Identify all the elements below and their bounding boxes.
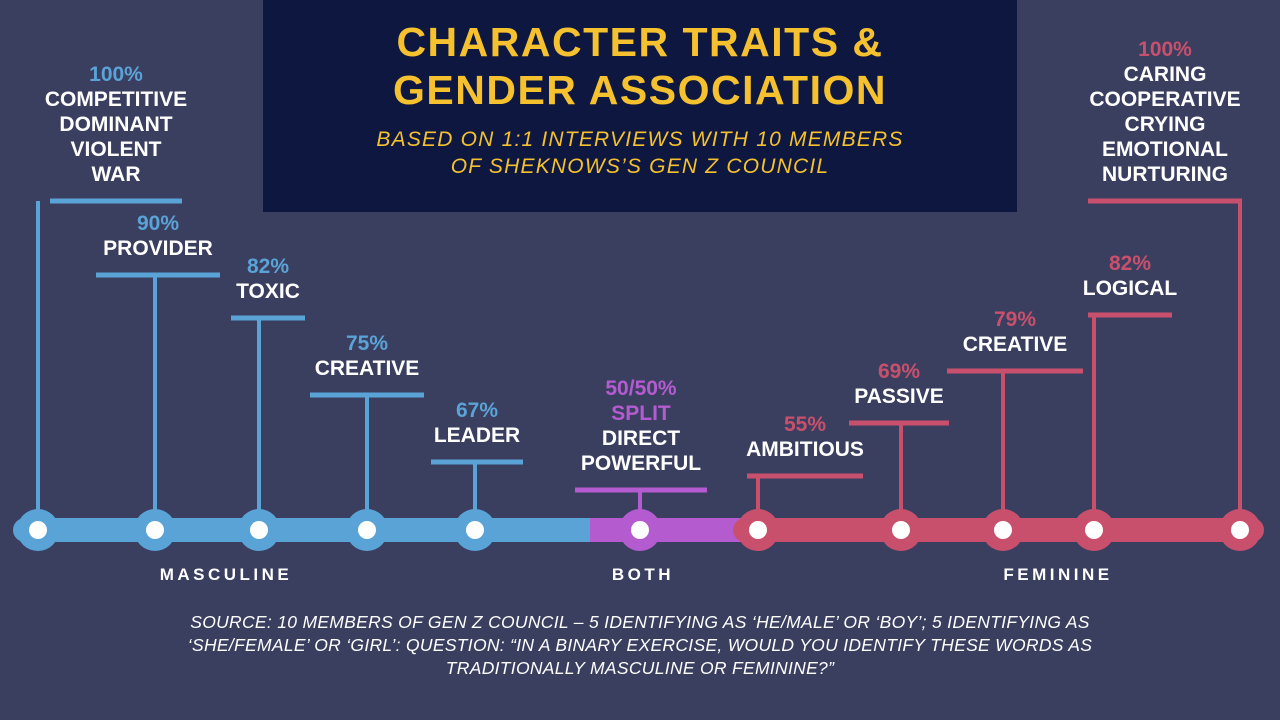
axis-node-center xyxy=(250,521,268,539)
chart-title: CHARACTER TRAITS & GENDER ASSOCIATION xyxy=(393,19,887,113)
segment-label-feminine: FEMININE xyxy=(1003,565,1112,584)
percent-label: 55% xyxy=(784,413,826,436)
trait-label: DIRECT xyxy=(602,427,680,450)
segment-label-both: BOTH xyxy=(612,565,674,584)
percent-label: SPLIT xyxy=(611,402,671,425)
trait-label: CRYING xyxy=(1125,113,1206,136)
percent-label: 82% xyxy=(247,255,289,278)
axis-node-center xyxy=(1231,521,1249,539)
percent-label: 50/50% xyxy=(605,377,677,400)
axis-node-center xyxy=(1085,521,1103,539)
percent-label: 100% xyxy=(1138,38,1192,61)
trait-label: PASSIVE xyxy=(854,385,943,408)
percent-label: 75% xyxy=(346,332,388,355)
chart-subtitle: BASED ON 1:1 INTERVIEWS WITH 10 MEMBERS … xyxy=(376,128,904,178)
trait-label: POWERFUL xyxy=(581,452,701,475)
segment-label-masculine: MASCULINE xyxy=(160,565,293,584)
trait-label: CARING xyxy=(1124,63,1207,86)
percent-label: 82% xyxy=(1109,252,1151,275)
axis-node-center xyxy=(466,521,484,539)
trait-label: EMOTIONAL xyxy=(1102,138,1228,161)
axis-node-center xyxy=(892,521,910,539)
trait-label: DOMINANT xyxy=(59,113,172,136)
percent-label: 79% xyxy=(994,308,1036,331)
trait-label: CREATIVE xyxy=(963,333,1068,356)
trait-label: WAR xyxy=(92,163,141,186)
trait-label: AMBITIOUS xyxy=(746,438,864,461)
trait-label: COOPERATIVE xyxy=(1089,88,1240,111)
axis-node-center xyxy=(146,521,164,539)
trait-label: COMPETITIVE xyxy=(45,88,187,111)
trait-label: TOXIC xyxy=(236,280,300,303)
axis-node-center xyxy=(29,521,47,539)
axis-node-center xyxy=(358,521,376,539)
trait-label: VIOLENT xyxy=(70,138,161,161)
axis-node-center xyxy=(749,521,767,539)
trait-label: LOGICAL xyxy=(1083,277,1178,300)
axis-node-center xyxy=(631,521,649,539)
axis-node-center xyxy=(994,521,1012,539)
trait-label: PROVIDER xyxy=(103,237,213,260)
percent-label: 90% xyxy=(137,212,179,235)
trait-label: CREATIVE xyxy=(315,357,420,380)
trait-label: NURTURING xyxy=(1102,163,1228,186)
percent-label: 100% xyxy=(89,63,143,86)
title-banner: CHARACTER TRAITS & GENDER ASSOCIATION BA… xyxy=(263,0,1017,212)
source-note: SOURCE: 10 MEMBERS OF GEN Z COUNCIL – 5 … xyxy=(187,612,1093,678)
trait-label: LEADER xyxy=(434,424,520,447)
percent-label: 67% xyxy=(456,399,498,422)
percent-label: 69% xyxy=(878,360,920,383)
